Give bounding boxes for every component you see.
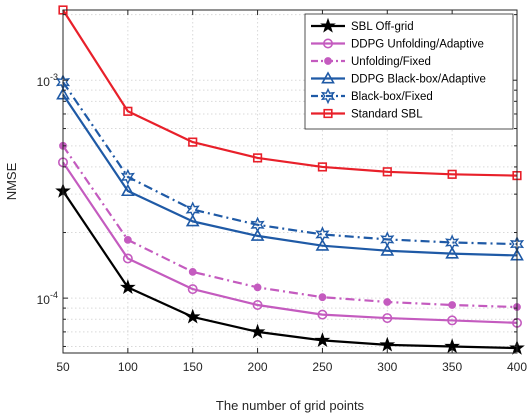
legend-item: SBL Off-grid [311,17,414,33]
marker-triangle [321,71,335,84]
series-line [62,161,518,324]
y-tick-label: 10-4 [37,290,58,307]
marker-circle [187,284,198,295]
x-tick-label: 300 [377,360,397,374]
legend-label: Standard SBL [351,109,423,121]
marker-dot [318,293,327,302]
marker-hexagram [445,234,460,251]
y-tick-label-base: 10 [37,75,51,89]
x-tick-label: 350 [442,360,462,374]
y-tick-label-exponent: -4 [50,290,58,300]
plot-frame [62,9,518,354]
marker-dot [188,267,197,276]
y-tick-label: 10-3 [37,72,58,89]
x-tick-label: 50 [56,360,70,374]
marker-dot [448,301,457,309]
series-group [55,182,525,355]
marker-star [249,323,266,339]
marker-square [188,137,198,147]
marker-circle [252,299,263,310]
legend-item: Unfolding/Fixed [311,56,431,68]
marker-square [323,108,333,119]
x-tick-label: 250 [312,360,332,374]
marker-hexagram [185,201,200,218]
marker-circle [322,38,333,49]
marker-star [184,308,201,324]
series-line [62,81,518,246]
series-group [56,87,524,261]
marker-dot [253,283,262,292]
marker-star [120,279,136,295]
series-line [62,145,518,309]
x-axis-label: The number of grid points [216,398,365,413]
legend-item: Black-box/Fixed [311,87,433,105]
x-tick-label: 150 [183,360,203,374]
marker-hexagram [250,216,265,234]
marker-circle [317,309,328,320]
marker-square [447,169,457,179]
marker-circle [447,315,458,326]
legend-box [304,13,514,130]
legend: SBL Off-grid DDPG Unfolding/Adaptive Unfol… [304,13,514,130]
legend-label: Unfolding/Fixed [351,56,431,68]
legend-item: DDPG Black-box/Adaptive [311,71,486,86]
marker-triangle [250,228,265,241]
marker-square [123,106,133,116]
marker-circle [122,253,133,264]
marker-hexagram [120,168,135,186]
marker-dot [123,236,132,244]
series-line [62,93,518,257]
marker-square [252,153,263,163]
series-line [62,9,518,177]
legend-label: DDPG Black-box/Adaptive [351,74,486,86]
legend-label: Black-box/Fixed [351,91,433,103]
marker-dot [324,57,332,65]
marker-hexagram [320,87,336,105]
series-line [62,190,518,350]
marker-square [317,162,328,172]
marker-star [320,17,336,33]
marker-hexagram [315,226,330,243]
marker-star [379,336,396,352]
y-axis-label: NMSE [4,162,19,200]
marker-circle [382,313,393,324]
x-tick-label: 400 [507,360,527,374]
marker-dot [383,298,392,306]
marker-triangle [445,246,460,259]
marker-triangle [380,243,395,256]
legend-item: Standard SBL [311,109,423,121]
marker-triangle [120,183,135,197]
marker-hexagram [380,231,395,248]
marker-triangle [315,238,330,251]
legend-label: SBL Off-grid [351,21,414,33]
x-tick-label: 200 [248,360,268,374]
y-tick-label-exponent: -3 [50,72,58,82]
legend-label: DDPG Unfolding/Adaptive [351,39,484,51]
x-tick-label: 100 [118,360,138,374]
legend-item: DDPG Unfolding/Adaptive [311,38,484,51]
marker-square [382,167,392,177]
marker-triangle [185,214,200,227]
series-group [57,157,522,328]
marker-star [314,332,331,348]
y-tick-label-base: 10 [37,293,51,307]
